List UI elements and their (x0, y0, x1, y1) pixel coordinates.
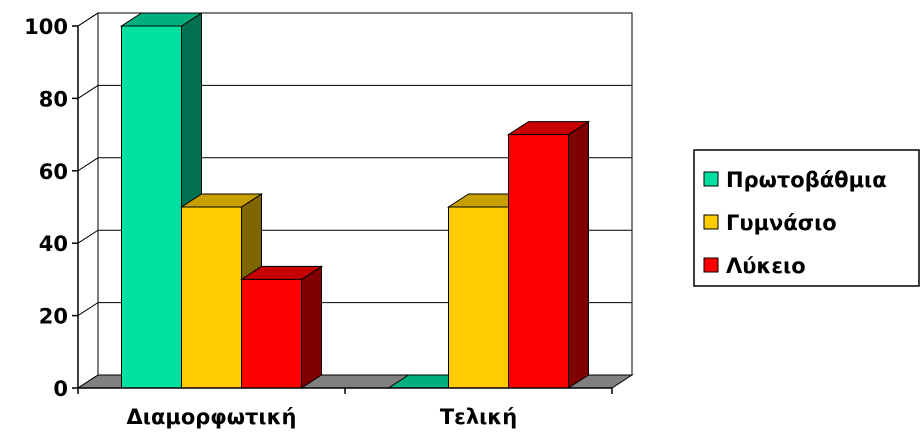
legend-label: Γυμνάσιο (726, 211, 837, 235)
gridline (77, 84, 632, 99)
x-category-label: Διαμορφωτική (127, 405, 297, 429)
bar-front (181, 206, 242, 389)
gridline (77, 12, 632, 27)
bars (119, 12, 591, 389)
bar-front (448, 206, 509, 389)
legend: Πρωτοβάθμια Γυμνάσιο Λύκειο (693, 149, 920, 287)
legend-box (693, 149, 920, 287)
x-axis-category-labels: Διαμορφωτική Τελική (127, 405, 518, 429)
legend-label: Λύκειο (726, 254, 806, 278)
bar-front (508, 134, 569, 389)
gridline (77, 157, 632, 172)
legend-item: Γυμνάσιο (703, 211, 837, 235)
side-wall (77, 12, 99, 389)
bar-front (121, 25, 182, 389)
bar-front (241, 278, 302, 389)
y-tick-label: 20 (39, 305, 68, 329)
y-tick-label: 80 (39, 87, 68, 111)
legend-label: Πρωτοβάθμια (726, 168, 887, 192)
y-tick-label: 60 (39, 160, 68, 184)
legend-swatch (703, 214, 719, 230)
legend-swatch (703, 171, 719, 187)
y-tick-label: 0 (53, 377, 68, 401)
bar (239, 265, 324, 389)
bar-side (568, 120, 589, 389)
bar (506, 120, 591, 389)
legend-item: Λύκειο (703, 254, 806, 278)
x-category-label: Τελική (440, 405, 517, 429)
legend-item: Πρωτοβάθμια (703, 168, 887, 192)
axes (72, 25, 613, 394)
y-tick-label: 100 (24, 15, 68, 39)
y-tick-label: 40 (39, 232, 68, 256)
y-axis-tick-labels: 0 20 40 60 80 100 (24, 15, 68, 401)
legend-swatch (703, 257, 719, 273)
bar-side (301, 265, 322, 389)
